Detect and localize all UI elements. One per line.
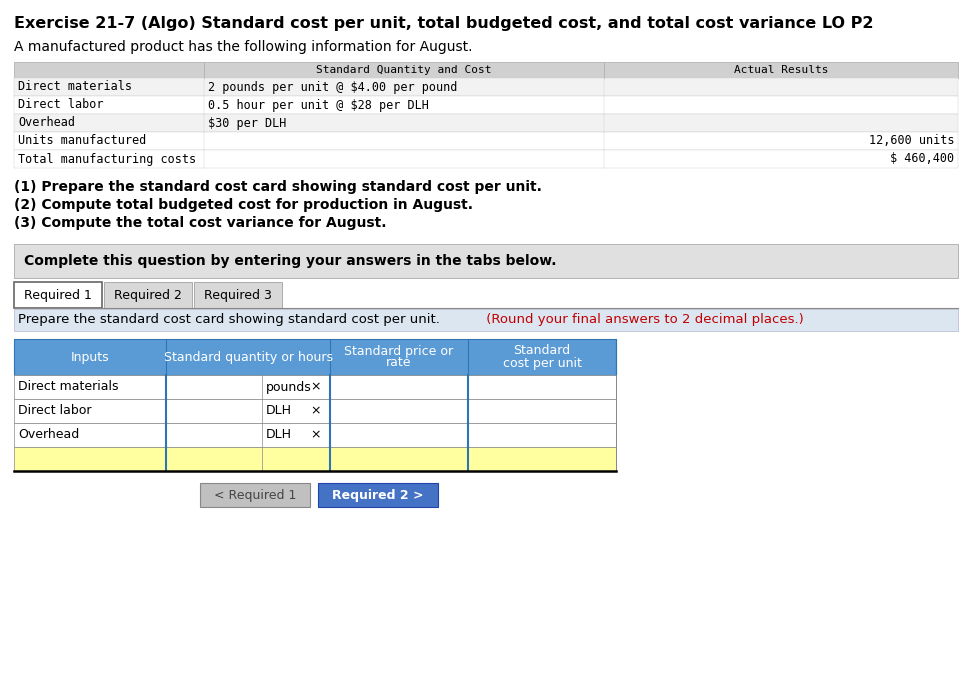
Text: DLH: DLH bbox=[266, 428, 292, 441]
Text: Direct labor: Direct labor bbox=[18, 98, 103, 111]
Text: Inputs: Inputs bbox=[71, 350, 109, 363]
Text: pounds: pounds bbox=[266, 380, 312, 393]
Text: ×: × bbox=[311, 380, 322, 393]
Text: ×: × bbox=[311, 428, 322, 441]
Text: Required 3: Required 3 bbox=[204, 289, 272, 302]
Bar bbox=[14, 244, 958, 278]
Text: Overhead: Overhead bbox=[18, 428, 80, 441]
Text: (1) Prepare the standard cost card showing standard cost per unit.: (1) Prepare the standard cost card showi… bbox=[14, 180, 541, 194]
Bar bbox=[14, 78, 958, 96]
Text: Prepare the standard cost card showing standard cost per unit.: Prepare the standard cost card showing s… bbox=[18, 313, 440, 326]
Text: $ 460,400: $ 460,400 bbox=[890, 153, 954, 166]
Text: ×: × bbox=[311, 404, 322, 417]
Bar bbox=[14, 399, 616, 423]
Text: (Round your final answers to 2 decimal places.): (Round your final answers to 2 decimal p… bbox=[482, 313, 804, 326]
Text: cost per unit: cost per unit bbox=[503, 356, 581, 369]
Text: Standard price or: Standard price or bbox=[344, 345, 454, 358]
Text: A manufactured product has the following information for August.: A manufactured product has the following… bbox=[14, 40, 472, 54]
Bar bbox=[14, 423, 616, 447]
Text: (2) Compute total budgeted cost for production in August.: (2) Compute total budgeted cost for prod… bbox=[14, 198, 473, 212]
Text: 2 pounds per unit @ $4.00 per pound: 2 pounds per unit @ $4.00 per pound bbox=[208, 81, 458, 94]
Bar bbox=[14, 375, 616, 399]
Text: Direct materials: Direct materials bbox=[18, 380, 119, 393]
Text: 12,600 units: 12,600 units bbox=[869, 135, 954, 148]
Bar bbox=[14, 282, 102, 308]
Text: Direct materials: Direct materials bbox=[18, 81, 132, 94]
Bar bbox=[14, 114, 958, 132]
Bar bbox=[14, 132, 958, 150]
Text: Standard: Standard bbox=[513, 345, 571, 358]
Bar bbox=[14, 96, 958, 114]
Bar bbox=[14, 309, 958, 331]
Text: Complete this question by entering your answers in the tabs below.: Complete this question by entering your … bbox=[24, 254, 557, 268]
Text: rate: rate bbox=[386, 356, 412, 369]
Text: Total manufacturing costs: Total manufacturing costs bbox=[18, 153, 196, 166]
Text: Units manufactured: Units manufactured bbox=[18, 135, 146, 148]
Text: 0.5 hour per unit @ $28 per DLH: 0.5 hour per unit @ $28 per DLH bbox=[208, 98, 429, 111]
Text: Exercise 21-7 (Algo) Standard cost per unit, total budgeted cost, and total cost: Exercise 21-7 (Algo) Standard cost per u… bbox=[14, 16, 874, 31]
Bar bbox=[14, 62, 958, 78]
Text: Standard Quantity and Cost: Standard Quantity and Cost bbox=[316, 65, 492, 75]
Text: Actual Results: Actual Results bbox=[734, 65, 828, 75]
Bar bbox=[318, 483, 438, 507]
Text: Required 1: Required 1 bbox=[24, 289, 92, 302]
Bar bbox=[200, 483, 310, 507]
Bar bbox=[194, 282, 282, 308]
Text: (3) Compute the total cost variance for August.: (3) Compute the total cost variance for … bbox=[14, 216, 387, 230]
Bar bbox=[14, 339, 616, 375]
Bar bbox=[14, 150, 958, 168]
Text: $30 per DLH: $30 per DLH bbox=[208, 116, 287, 129]
Text: Required 2: Required 2 bbox=[114, 289, 182, 302]
Text: DLH: DLH bbox=[266, 404, 292, 417]
Text: Overhead: Overhead bbox=[18, 116, 75, 129]
Text: Direct labor: Direct labor bbox=[18, 404, 91, 417]
Text: Standard quantity or hours: Standard quantity or hours bbox=[163, 350, 332, 363]
Bar bbox=[104, 282, 192, 308]
Text: Required 2 >: Required 2 > bbox=[332, 488, 424, 501]
Bar bbox=[14, 447, 616, 471]
Text: < Required 1: < Required 1 bbox=[214, 488, 296, 501]
